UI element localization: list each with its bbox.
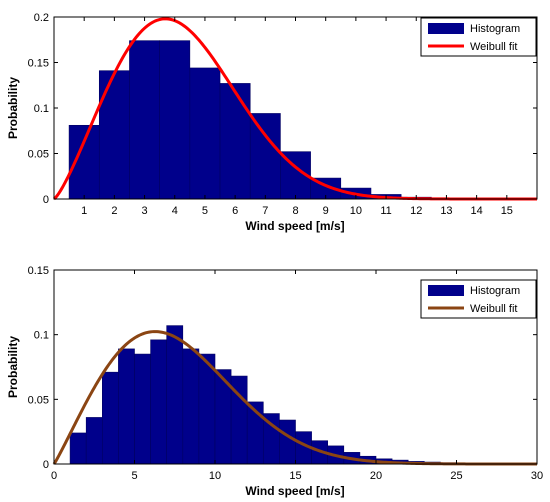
top-legend: Histogram Weibull fit	[420, 17, 537, 57]
x-tick-label: 6	[232, 205, 238, 217]
y-tick-label: 0	[43, 194, 49, 206]
top-legend-histogram-swatch	[428, 23, 464, 34]
x-tick-label: 5	[202, 205, 208, 217]
y-tick-label: 0.15	[28, 58, 49, 70]
histogram-bar	[249, 113, 281, 200]
y-tick-label: 0.05	[28, 149, 49, 161]
x-tick-label: 25	[450, 470, 462, 482]
histogram-bar	[98, 70, 130, 200]
histogram-bar	[102, 371, 119, 465]
x-tick-label: 3	[142, 205, 148, 217]
x-tick-label: 10	[350, 205, 362, 217]
bottom-legend-histogram-swatch	[428, 285, 464, 296]
x-tick-label: 15	[289, 470, 301, 482]
y-tick-label: 0.05	[28, 394, 49, 406]
y-tick-label: 0.1	[34, 103, 49, 115]
bottom-histogram-panel: 0 5 10 15 20 25 30 0 0.05 0.1 0.15 Wind speed [m/s…	[6, 265, 543, 498]
histogram-bar	[134, 353, 151, 465]
histogram-bar	[159, 40, 191, 200]
x-tick-label: 10	[209, 470, 221, 482]
top-legend-weibull-label: Weibull fit	[470, 41, 517, 53]
histogram-bar	[189, 67, 221, 200]
x-tick-label: 1	[81, 205, 87, 217]
histogram-bar	[219, 83, 251, 200]
x-tick-label: 9	[323, 205, 329, 217]
x-tick-label: 14	[471, 205, 483, 217]
top-y-axis-label: Probability	[6, 77, 20, 139]
x-tick-label: 5	[131, 470, 137, 482]
bottom-ticks: 0 5 10 15 20 25 30 0 0.05 0.1 0.15	[28, 265, 544, 482]
top-bars	[68, 40, 523, 200]
x-tick-label: 12	[410, 205, 422, 217]
x-tick-label: 4	[172, 205, 178, 217]
x-tick-label: 8	[292, 205, 298, 217]
histogram-bar	[279, 419, 296, 465]
y-tick-label: 0	[43, 459, 49, 471]
x-tick-label: 0	[51, 470, 57, 482]
bottom-legend-box	[420, 279, 537, 319]
histogram-bar	[129, 40, 160, 200]
histogram-bar	[150, 339, 168, 465]
x-tick-label: 2	[111, 205, 117, 217]
x-tick-label: 11	[380, 205, 391, 217]
bottom-legend-weibull-label: Weibull fit	[470, 303, 517, 315]
histogram-bar	[198, 353, 216, 465]
x-tick-label: 30	[531, 470, 543, 482]
y-tick-label: 0.15	[28, 265, 49, 277]
histogram-bar	[85, 417, 103, 465]
x-tick-label: 13	[440, 205, 452, 217]
bottom-x-axis-label: Wind speed [m/s]	[245, 484, 344, 498]
histogram-bar	[118, 348, 135, 465]
bottom-bars	[69, 325, 522, 465]
y-tick-label: 0.1	[34, 330, 49, 342]
bottom-y-axis-label: Probability	[6, 336, 20, 398]
x-tick-label: 20	[370, 470, 382, 482]
histogram-bar	[166, 325, 184, 465]
y-tick-label: 0.2	[34, 12, 49, 24]
top-legend-histogram-label: Histogram	[470, 23, 520, 35]
x-tick-label: 7	[262, 205, 268, 217]
bottom-legend: Histogram Weibull fit	[420, 279, 537, 319]
top-x-axis-label: Wind speed [m/s]	[245, 219, 344, 233]
histogram-bar	[182, 348, 200, 465]
bottom-legend-histogram-label: Histogram	[470, 285, 520, 297]
x-tick-label: 15	[501, 205, 513, 217]
histogram-bar	[69, 432, 87, 465]
